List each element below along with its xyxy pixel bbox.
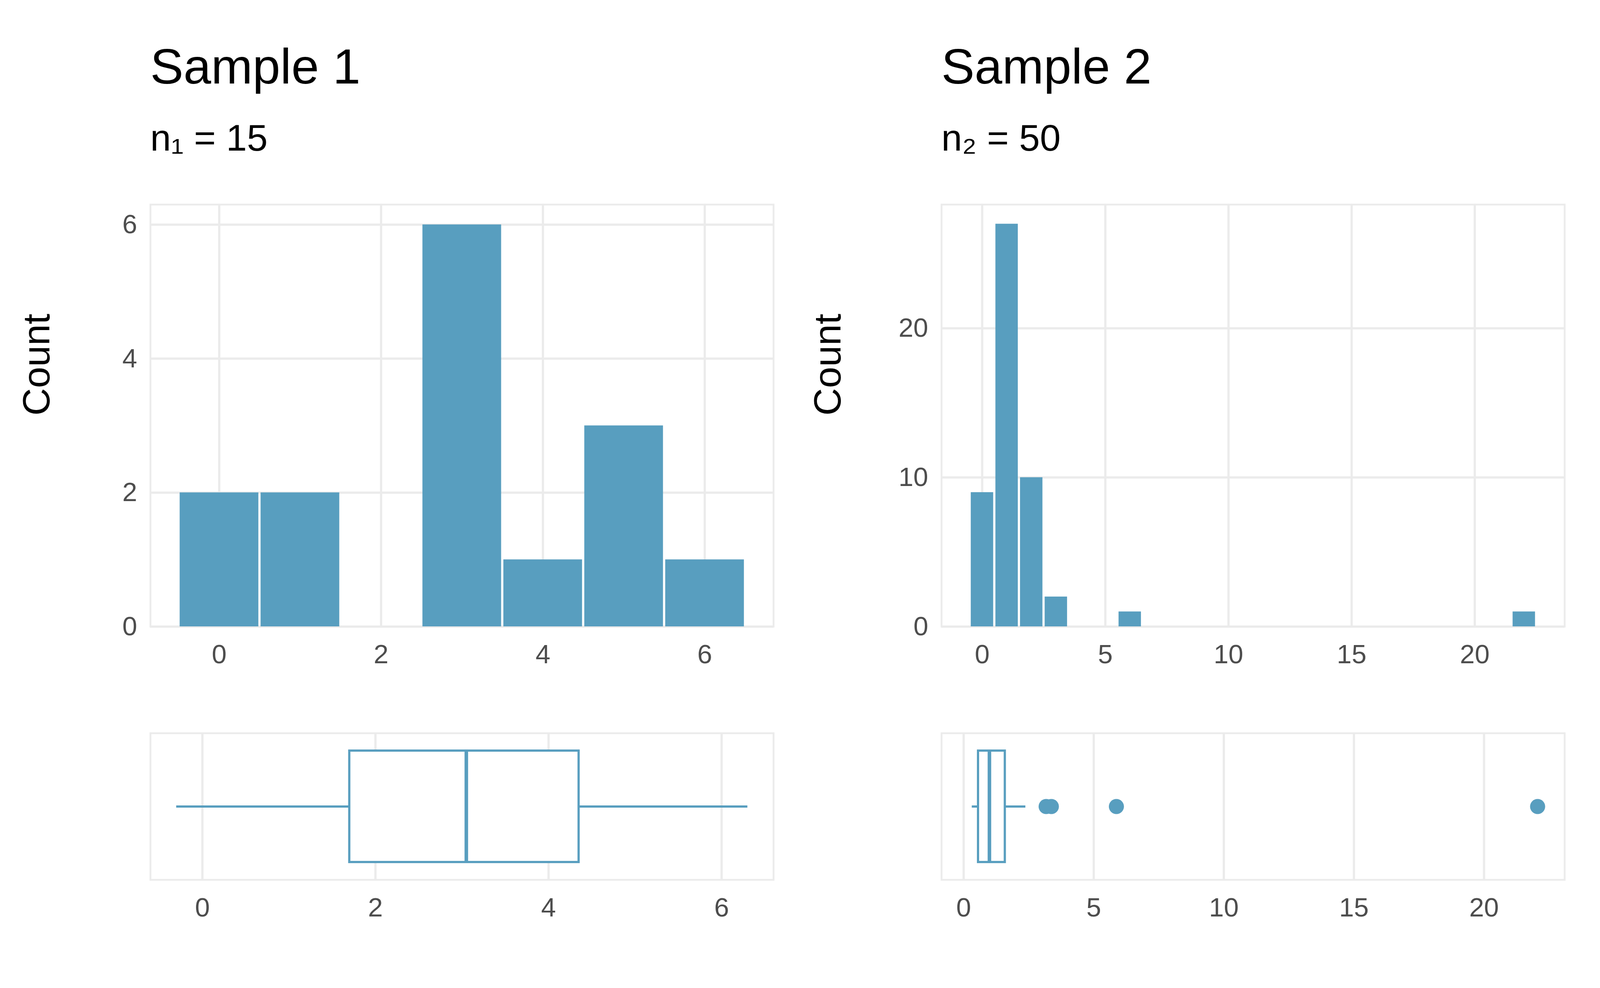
svg-text:0: 0 (212, 639, 227, 670)
svg-text:0: 0 (974, 639, 990, 670)
svg-text:0: 0 (956, 892, 972, 923)
svg-text:5: 5 (1097, 639, 1113, 670)
svg-text:2: 2 (373, 639, 389, 670)
svg-text:20: 20 (898, 312, 929, 343)
svg-text:10: 10 (1213, 639, 1244, 670)
svg-text:0: 0 (913, 611, 928, 642)
svg-text:2: 2 (368, 892, 383, 923)
html-text:n₁ = 15: n₁ = 15 (150, 116, 268, 159)
svg-text:6: 6 (714, 892, 729, 923)
svg-text:5: 5 (1086, 892, 1101, 923)
svg-text:20: 20 (1460, 639, 1490, 670)
svg-text:4: 4 (122, 343, 137, 374)
svg-text:20: 20 (1469, 892, 1500, 923)
html-text:Sample 2: Sample 2 (941, 38, 1152, 95)
svg-text:Count: Count (14, 313, 58, 416)
svg-text:2: 2 (122, 477, 137, 508)
svg-text:10: 10 (898, 462, 929, 492)
svg-text:4: 4 (535, 639, 551, 670)
svg-text:6: 6 (697, 639, 712, 670)
svg-text:15: 15 (1339, 892, 1369, 923)
html-text:n₂ = 50: n₂ = 50 (941, 116, 1061, 159)
svg-text:10: 10 (1208, 892, 1239, 923)
svg-text:0: 0 (195, 892, 210, 923)
svg-text:15: 15 (1336, 639, 1367, 670)
html-text:Sample 1: Sample 1 (150, 38, 361, 95)
svg-text:6: 6 (122, 209, 137, 240)
svg-text:4: 4 (541, 892, 556, 923)
svg-text:Count: Count (805, 313, 849, 416)
svg-text:0: 0 (122, 611, 137, 642)
